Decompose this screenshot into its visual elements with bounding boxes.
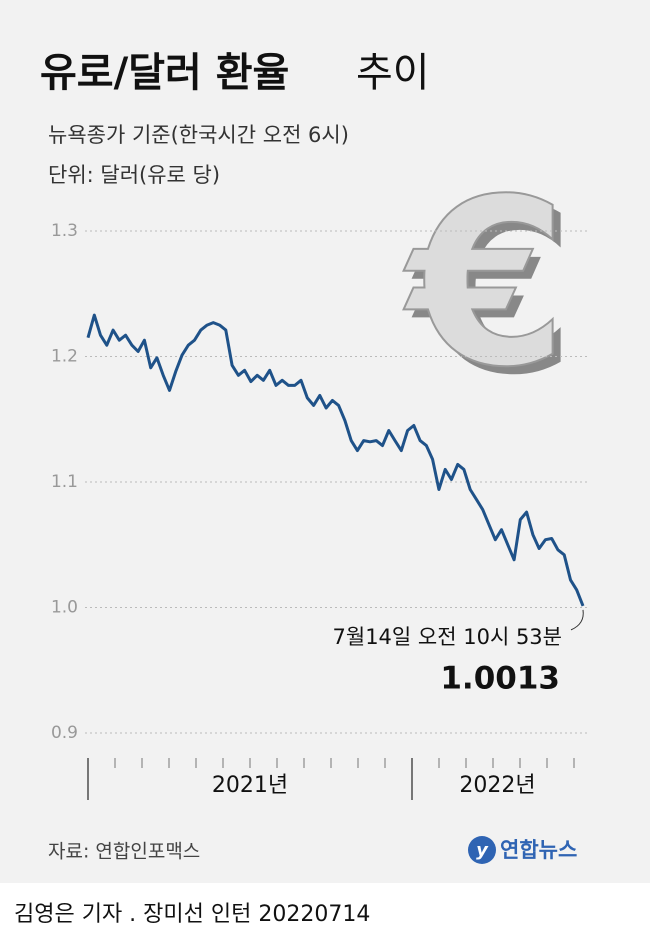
source: 자료: 연합인포맥스 xyxy=(48,841,200,863)
subtitle: 단위: 달러(유로 당) xyxy=(48,163,220,187)
chart-title-suffix: 추이 xyxy=(356,50,430,96)
value-label: 1.0013 xyxy=(440,661,560,697)
x-year-label: 2022년 xyxy=(459,773,535,798)
logo: y xyxy=(468,836,496,864)
line xyxy=(86,313,585,607)
leader-line xyxy=(570,609,584,631)
chart-title: 유로/달러 환율 xyxy=(40,50,289,96)
y-tick-label: 1.1 xyxy=(51,472,78,492)
y-tick-label: 1.0 xyxy=(51,598,78,618)
x-year-label: 2021년 xyxy=(212,773,288,798)
credit: 김영은 기자 . 장미선 인턴 20220714 xyxy=(14,902,370,927)
euro-symbol: € € xyxy=(402,150,576,426)
y-tick-label: 0.9 xyxy=(51,723,78,743)
svg-text:y: y xyxy=(476,840,489,861)
background xyxy=(0,0,650,883)
y-tick-label: 1.3 xyxy=(51,221,78,241)
svg-text:€: € xyxy=(411,159,576,426)
logo-text: 연합뉴스 xyxy=(500,838,577,862)
annotation: 7월14일 오전 10시 53분 xyxy=(333,625,562,649)
svg-text:€: € xyxy=(403,151,568,418)
subtitle: 뉴욕종가 기준(한국시간 오전 6시) xyxy=(48,123,349,147)
y-tick-label: 1.2 xyxy=(51,347,78,367)
